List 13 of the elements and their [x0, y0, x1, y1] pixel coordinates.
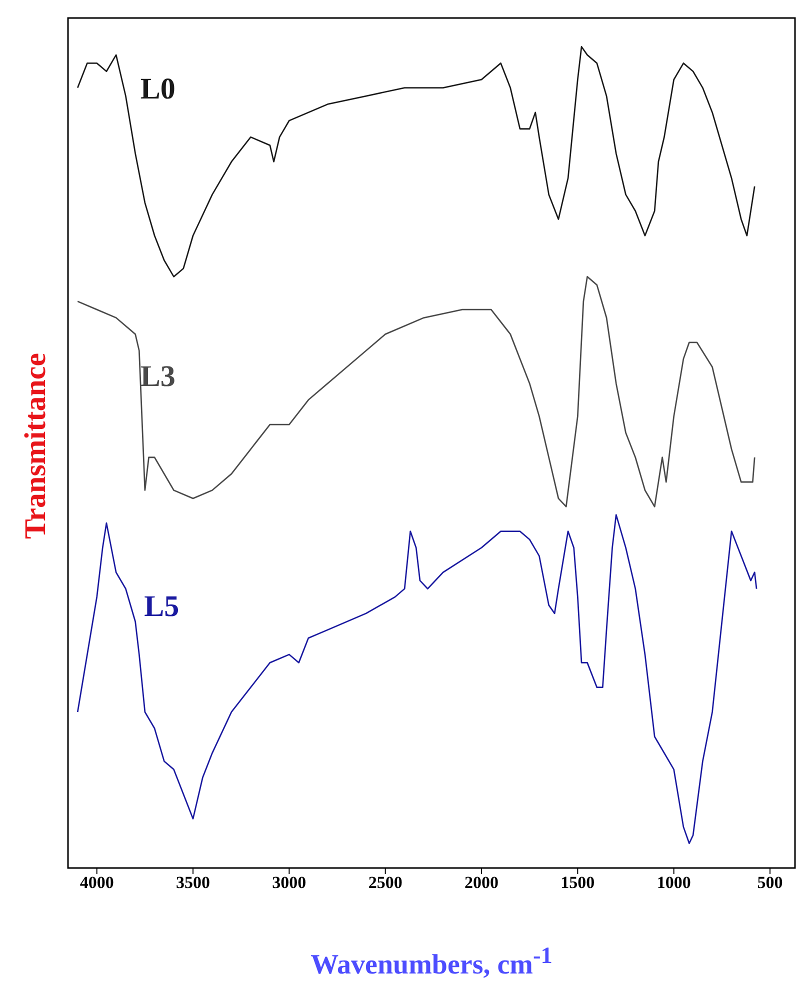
series-label: L5 — [144, 590, 180, 623]
x-tick-label: 3500 — [176, 873, 210, 892]
x-tick-label: 2500 — [368, 873, 402, 892]
x-axis-title: Wavenumbers, cm$^{-1}$ — [310, 943, 554, 982]
x-tick-label: 2000 — [464, 873, 499, 892]
series-label: L3 — [140, 360, 176, 393]
x-tick-label: 1500 — [560, 873, 595, 892]
x-tick-label: 3000 — [272, 873, 306, 892]
y-axis-title: Transmittance — [19, 352, 53, 539]
x-tick-label: 4000 — [80, 873, 114, 892]
x-tick-label: 1000 — [656, 873, 691, 892]
series-label: L0 — [140, 72, 176, 106]
x-tick-label: 500 — [757, 873, 783, 892]
